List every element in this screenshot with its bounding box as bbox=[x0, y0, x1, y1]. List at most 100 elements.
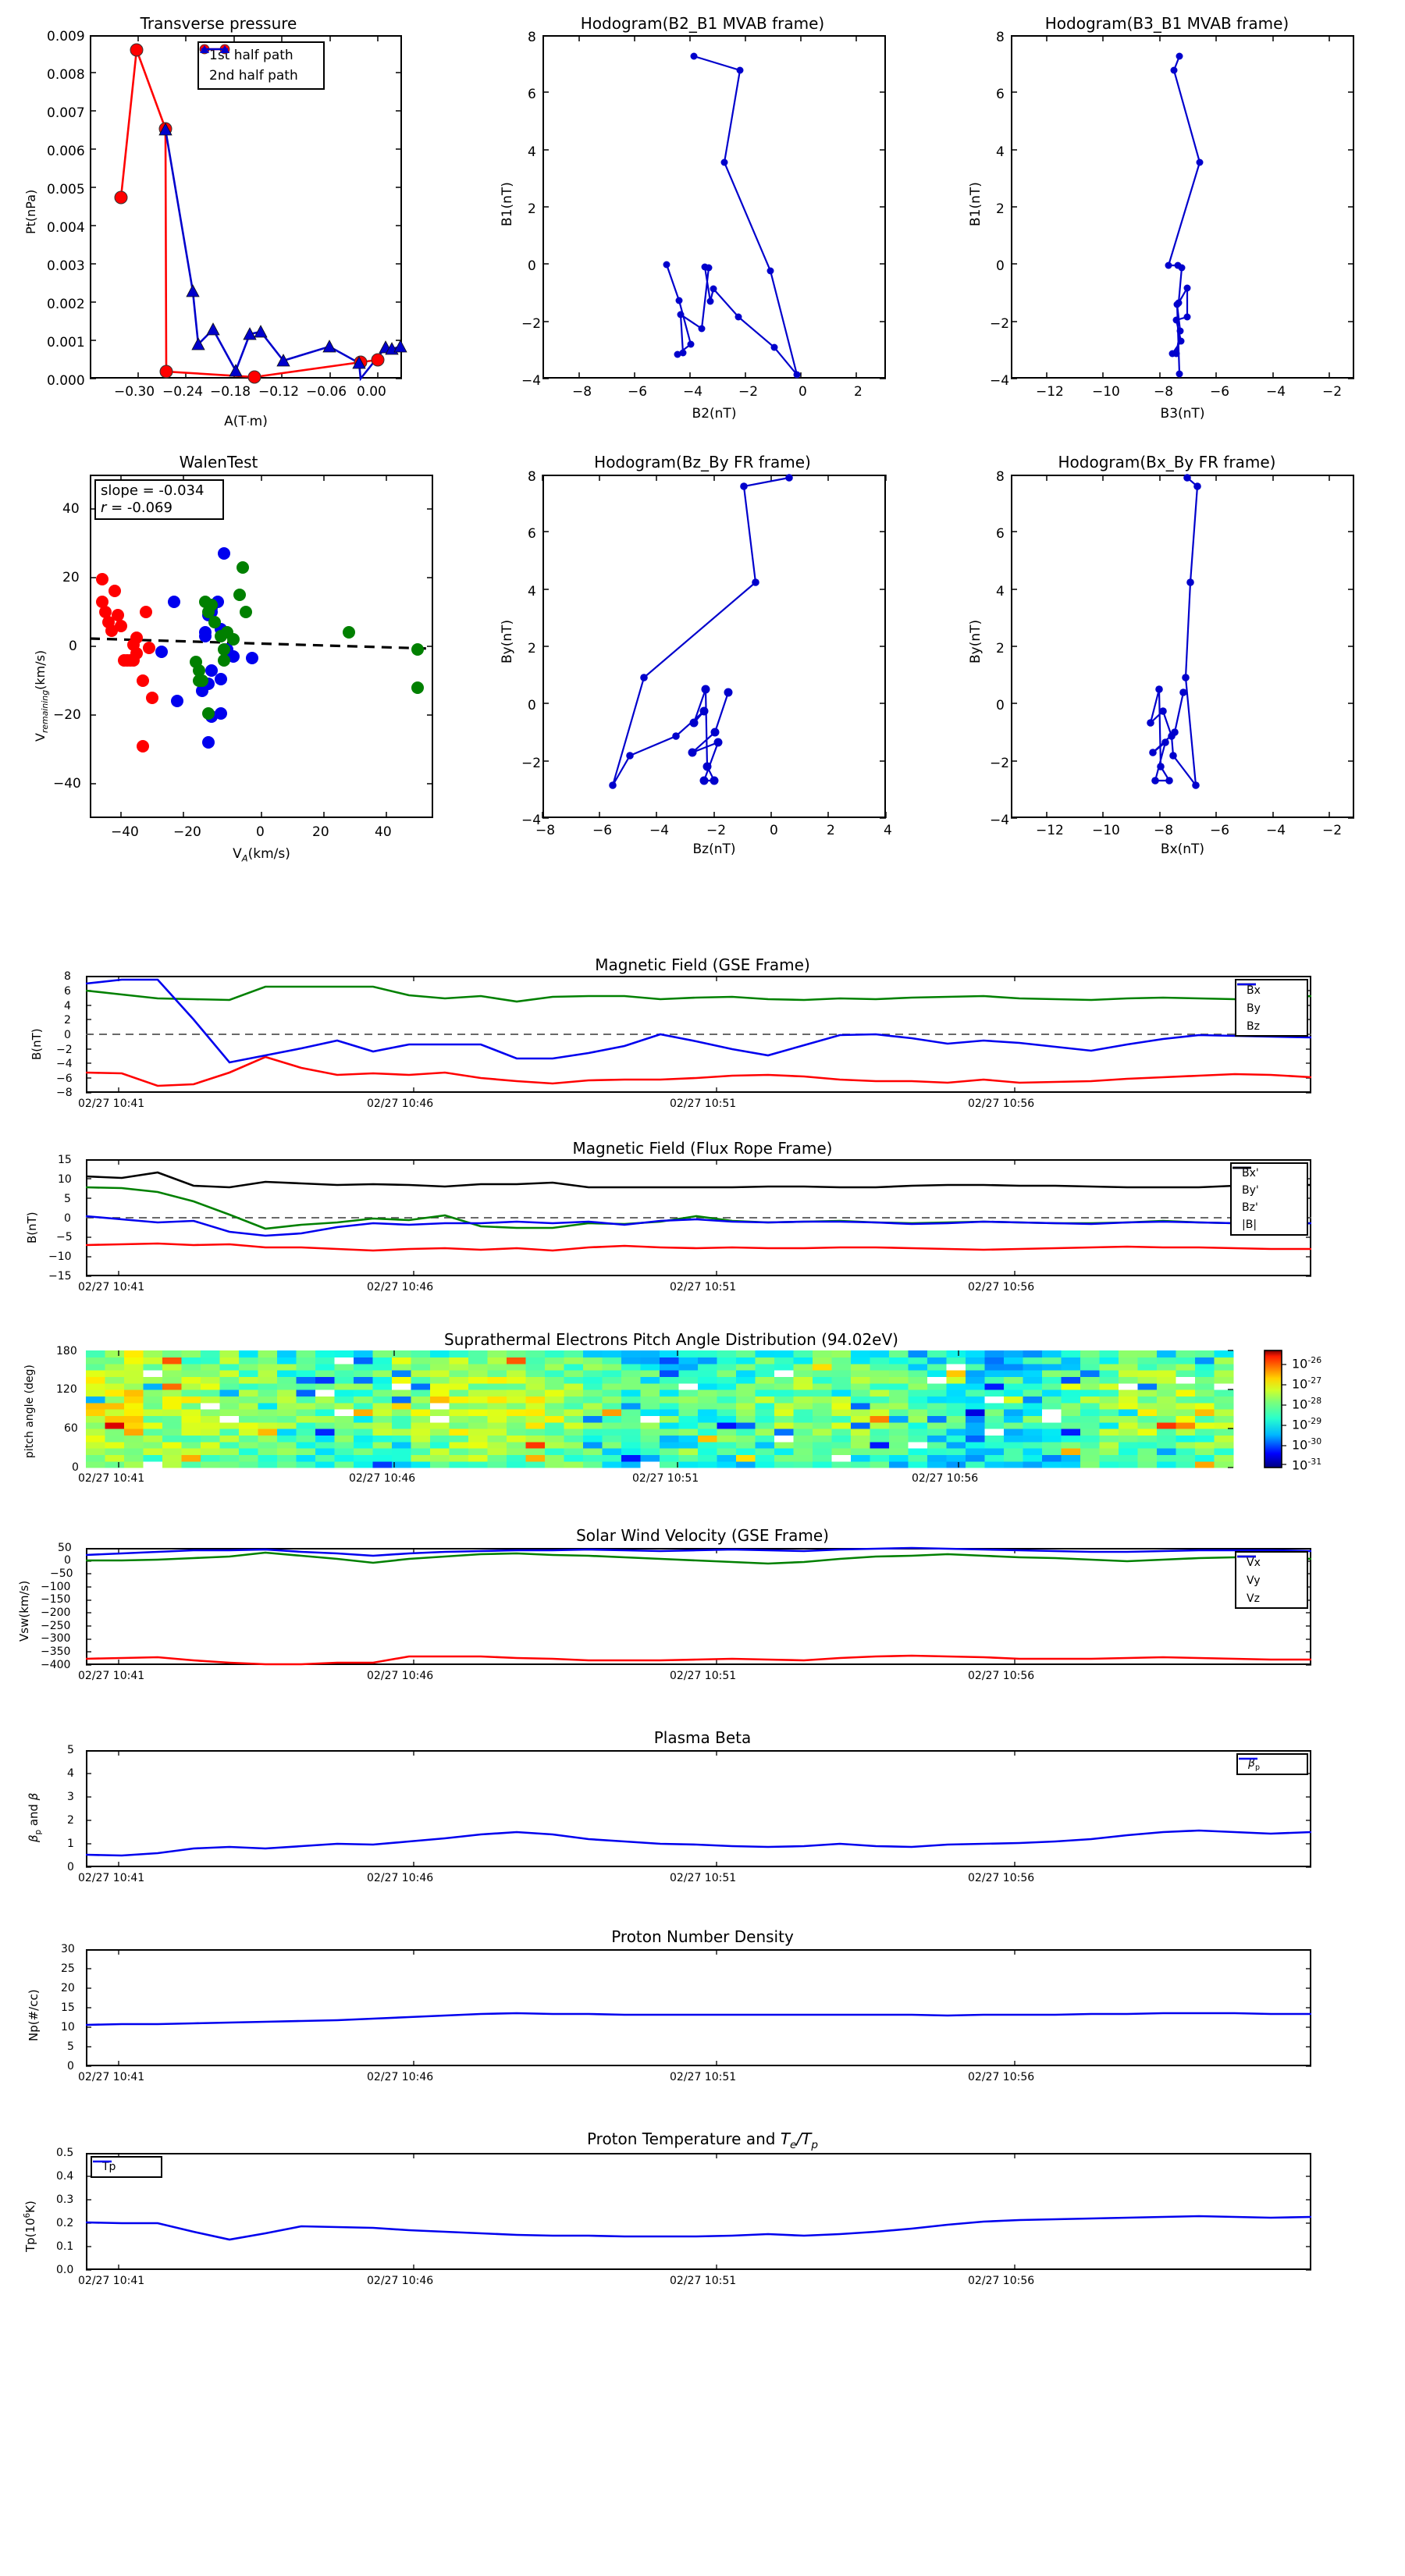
y-tick: 4 bbox=[996, 584, 1005, 600]
y-tick: 25 bbox=[61, 1962, 75, 1975]
y-tick: 0 bbox=[64, 1212, 71, 1225]
y-tick: 20 bbox=[62, 570, 80, 585]
y-tick: 2 bbox=[67, 1814, 74, 1827]
hodogram-trace bbox=[611, 476, 790, 786]
y-tick: −2 bbox=[521, 316, 542, 332]
legend-label: Bz bbox=[1247, 1019, 1260, 1033]
y-tick: 0.007 bbox=[47, 105, 85, 121]
y-tick: 40 bbox=[62, 501, 80, 517]
legend-entry: Vy bbox=[1236, 1555, 1307, 1589]
y-tick: 6 bbox=[528, 87, 536, 102]
legend-line-bz bbox=[1237, 983, 1256, 986]
series-Bx-prime bbox=[85, 1242, 1311, 1252]
x-tick: 2 bbox=[827, 823, 835, 838]
y-tick: 8 bbox=[64, 970, 71, 983]
legend-transverse-pressure: 1st half path 2nd half path bbox=[197, 41, 325, 90]
y-tick: 8 bbox=[528, 30, 536, 45]
y-tick: −10 bbox=[48, 1251, 72, 1263]
y-tick: 4 bbox=[64, 1000, 71, 1012]
legend-marker-2nd-half-path bbox=[200, 45, 229, 53]
y-tick: −40 bbox=[53, 776, 81, 792]
y-tick: −4 bbox=[990, 813, 1010, 828]
x-tick: −0.24 bbox=[162, 384, 204, 400]
x-tick: 02/27 10:46 bbox=[367, 1872, 434, 1884]
x-tick: 0 bbox=[256, 824, 265, 840]
panel-hodogram-bx-by: Hodogram(Bx_By FR frame) By(nT) Bx(nT) −… bbox=[937, 437, 1405, 890]
panel-title: Magnetic Field (GSE Frame) bbox=[595, 955, 810, 974]
legend-label: Vz bbox=[1247, 1592, 1260, 1605]
x-tick: 02/27 10:51 bbox=[670, 1281, 737, 1293]
y-tick: 0 bbox=[996, 258, 1005, 274]
legend-line-vz bbox=[1237, 1555, 1256, 1558]
x-tick: −0.06 bbox=[306, 384, 347, 400]
panel-title: Hodogram(B3_B1 MVAB frame) bbox=[1044, 14, 1289, 33]
x-axis-label: B2(nT) bbox=[692, 406, 737, 422]
y-tick: 0.2 bbox=[56, 2217, 74, 2229]
panel-title: Transverse pressure bbox=[140, 14, 297, 33]
panel-title: Proton Number Density bbox=[611, 1927, 794, 1946]
colorbar-tick: 10-30 bbox=[1292, 1436, 1322, 1453]
x-axis-label: Bz(nT) bbox=[692, 841, 736, 857]
x-tick: 02/27 10:56 bbox=[968, 1670, 1035, 1682]
legend-label: By' bbox=[1242, 1184, 1259, 1197]
hodogram-b2-b1-plot bbox=[542, 35, 886, 379]
y-tick: 0.001 bbox=[47, 335, 85, 350]
series-By bbox=[85, 985, 1312, 1003]
proton-temperature-plot bbox=[85, 2153, 1312, 2271]
x-tick: 02/27 10:56 bbox=[968, 1872, 1035, 1884]
legend-entry: 2nd half path bbox=[199, 45, 323, 86]
panel-plasma-beta: Plasma Beta βp and β 0 1 2 3 4 5 02/27 1… bbox=[0, 1717, 1405, 1912]
panel-transverse-pressure: Transverse pressure Pt(nPa) A(T·m) 0.000… bbox=[0, 0, 468, 437]
x-tick: 02/27 10:41 bbox=[78, 1472, 145, 1485]
colorbar-tick: 10-26 bbox=[1292, 1355, 1322, 1372]
x-tick: 2 bbox=[854, 384, 863, 400]
hodogram-bx-by-plot bbox=[1011, 474, 1354, 819]
y-tick: 15 bbox=[61, 2001, 75, 2014]
x-tick: 4 bbox=[884, 823, 892, 838]
series-Bmag bbox=[85, 1171, 1311, 1189]
y-tick: 2 bbox=[528, 641, 536, 656]
legend-label: Tp bbox=[102, 2161, 116, 2173]
x-tick: −40 bbox=[111, 824, 139, 840]
y-tick: 8 bbox=[996, 469, 1005, 485]
legend-label: Bz' bbox=[1242, 1201, 1258, 1214]
x-tick: −8 bbox=[1154, 384, 1174, 400]
walen-points-green bbox=[190, 561, 424, 720]
walen-r: r = -0.069 bbox=[101, 500, 173, 516]
y-tick: −200 bbox=[41, 1606, 71, 1619]
series-Tp bbox=[85, 2215, 1312, 2241]
series-Bz bbox=[85, 978, 1312, 1064]
legend-entry: By bbox=[1236, 983, 1307, 1017]
x-tick: 02/27 10:51 bbox=[670, 1670, 737, 1682]
y-tick: 0 bbox=[528, 698, 536, 713]
transverse-pressure-plot bbox=[90, 35, 407, 384]
series-Vz bbox=[85, 1546, 1312, 1557]
x-axis-label: A(T·m) bbox=[224, 414, 268, 429]
y-tick: 30 bbox=[61, 1943, 75, 1955]
y-tick: 5 bbox=[64, 1193, 71, 1205]
proton-number-density-plot bbox=[85, 1949, 1311, 2067]
panel-title: Magnetic Field (Flux Rope Frame) bbox=[572, 1139, 833, 1158]
y-tick: 10 bbox=[58, 1173, 72, 1186]
x-tick: −2 bbox=[1322, 384, 1343, 400]
magnetic-field-gse-plot bbox=[85, 976, 1312, 1094]
y-tick: 4 bbox=[528, 584, 536, 600]
y-tick: −20 bbox=[53, 707, 81, 723]
panel-title: Hodogram(B2_B1 MVAB frame) bbox=[580, 14, 825, 33]
legend-magnetic-field-gse: Bx By Bz bbox=[1235, 979, 1308, 1037]
series-2nd-half-path bbox=[164, 129, 401, 382]
plasma-beta-plot bbox=[85, 1750, 1312, 1868]
y-tick: 1 bbox=[67, 1838, 74, 1850]
x-tick: −6 bbox=[592, 823, 613, 838]
walen-stats-box: slope = -0.034 r = -0.069 bbox=[94, 479, 224, 520]
y-tick: 0.008 bbox=[47, 67, 85, 83]
pitch-angle-heatmap bbox=[86, 1350, 1286, 1468]
legend-label: Vy bbox=[1247, 1574, 1261, 1587]
y-tick: 0 bbox=[64, 1029, 71, 1041]
x-axis-label: B3(nT) bbox=[1160, 406, 1205, 422]
panel-title: Solar Wind Velocity (GSE Frame) bbox=[576, 1526, 829, 1545]
solar-wind-velocity-plot bbox=[85, 1546, 1312, 1666]
colorbar-tick: 10-29 bbox=[1292, 1416, 1322, 1432]
y-tick: −4 bbox=[56, 1058, 73, 1070]
y-tick: 0.006 bbox=[47, 144, 85, 159]
